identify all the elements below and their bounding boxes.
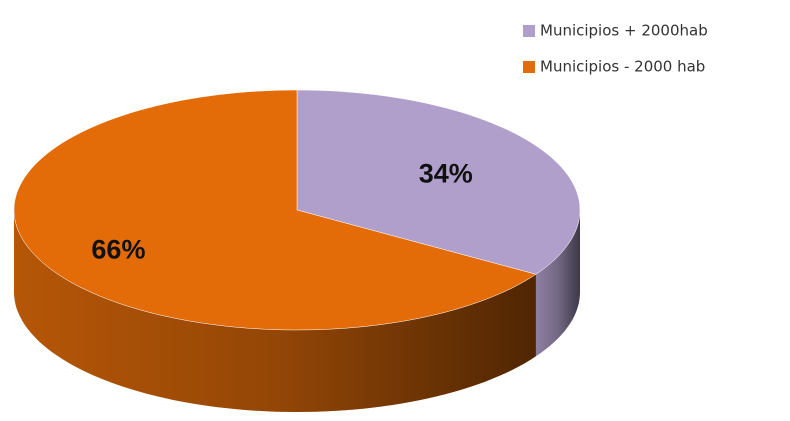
- value-label: 66%: [91, 235, 145, 265]
- legend-swatch: [523, 25, 535, 37]
- slice: [13, 89, 537, 331]
- legend-text: Municipios + 2000hab: [540, 22, 708, 40]
- legend-text: Municipios - 2000 hab: [540, 58, 705, 76]
- slice-side-shade: [535, 210, 580, 357]
- slice: [296, 89, 581, 275]
- value-label: 34%: [419, 158, 473, 188]
- slice-side-shade: [14, 210, 536, 412]
- legend-swatch: [523, 61, 535, 73]
